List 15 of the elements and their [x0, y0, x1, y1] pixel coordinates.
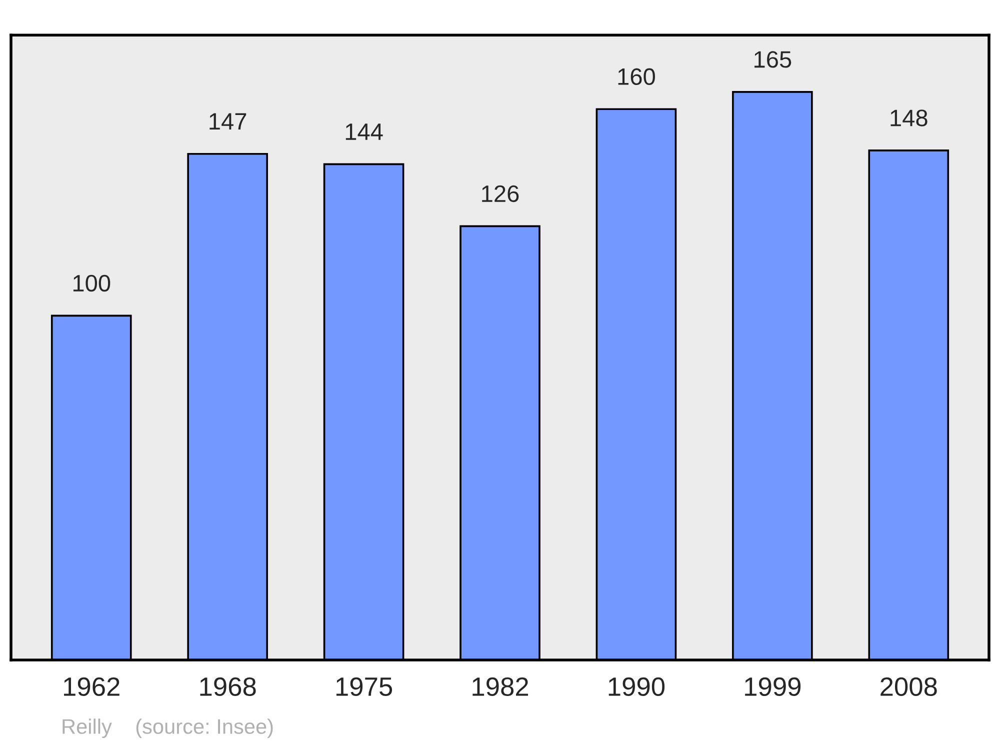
- x-tick-label: 1999: [745, 677, 801, 696]
- x-tick-label: 1968: [200, 677, 256, 696]
- x-tick-label: 1975: [336, 677, 392, 696]
- x-tick-label: 2008: [880, 677, 937, 696]
- text: Reilly (source: Insee): [62, 718, 273, 738]
- data-label: 100: [73, 274, 110, 292]
- data-label: 160: [618, 68, 655, 86]
- data-label: 147: [210, 113, 246, 130]
- data-label: 165: [754, 51, 792, 68]
- data-label: 148: [890, 110, 928, 126]
- data-label: 144: [346, 124, 383, 140]
- x-tick-label: 1962: [64, 677, 120, 696]
- x-tick-label: 1982: [472, 677, 528, 696]
- x-tick-label: 1990: [608, 677, 665, 696]
- data-label: 126: [482, 185, 519, 202]
